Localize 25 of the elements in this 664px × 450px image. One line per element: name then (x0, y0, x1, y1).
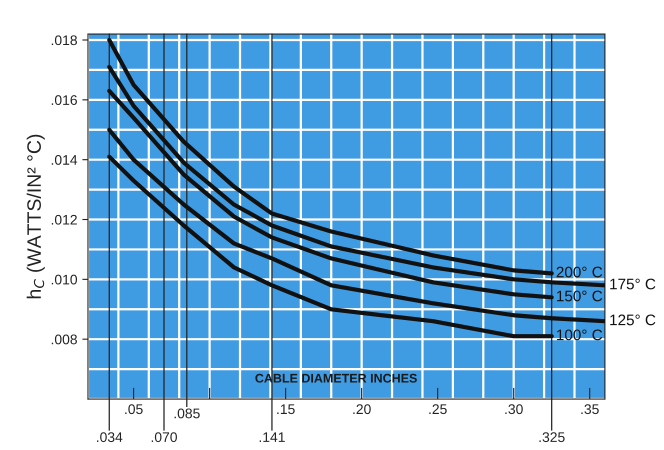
series-label: 125° C (610, 314, 656, 326)
line-series (107, 38, 554, 276)
y-tick-label: .018 (52, 35, 77, 46)
y-axis-title: h$_{C}$ (WATTS/IN² °C) (26, 134, 45, 298)
y-tick-label: .010 (52, 274, 78, 285)
line-series (107, 88, 554, 300)
line-series (107, 64, 605, 288)
ref-line-label: .141 (260, 432, 285, 442)
y-tick-label: .014 (52, 155, 78, 165)
y-tick-label: .008 (52, 334, 77, 344)
x-tick-label: .30 (505, 404, 523, 414)
y-tick-label: .012 (52, 214, 77, 225)
ref-line-label: .325 (539, 432, 565, 442)
x-tick-label: .05 (125, 404, 143, 414)
x-tick-label: .25 (429, 404, 447, 414)
x-tick-label: .20 (353, 404, 371, 414)
y-tick-label: .016 (52, 95, 77, 106)
x-tick-label: .15 (277, 404, 295, 414)
ref-line-label: .085 (174, 408, 200, 418)
ref-line-label: .070 (152, 432, 177, 442)
series-label: 175° C (610, 278, 656, 290)
line-series (107, 128, 605, 324)
ref-line-label: .034 (97, 432, 122, 442)
line-series (107, 154, 554, 338)
x-tick-label: .35 (581, 404, 599, 414)
